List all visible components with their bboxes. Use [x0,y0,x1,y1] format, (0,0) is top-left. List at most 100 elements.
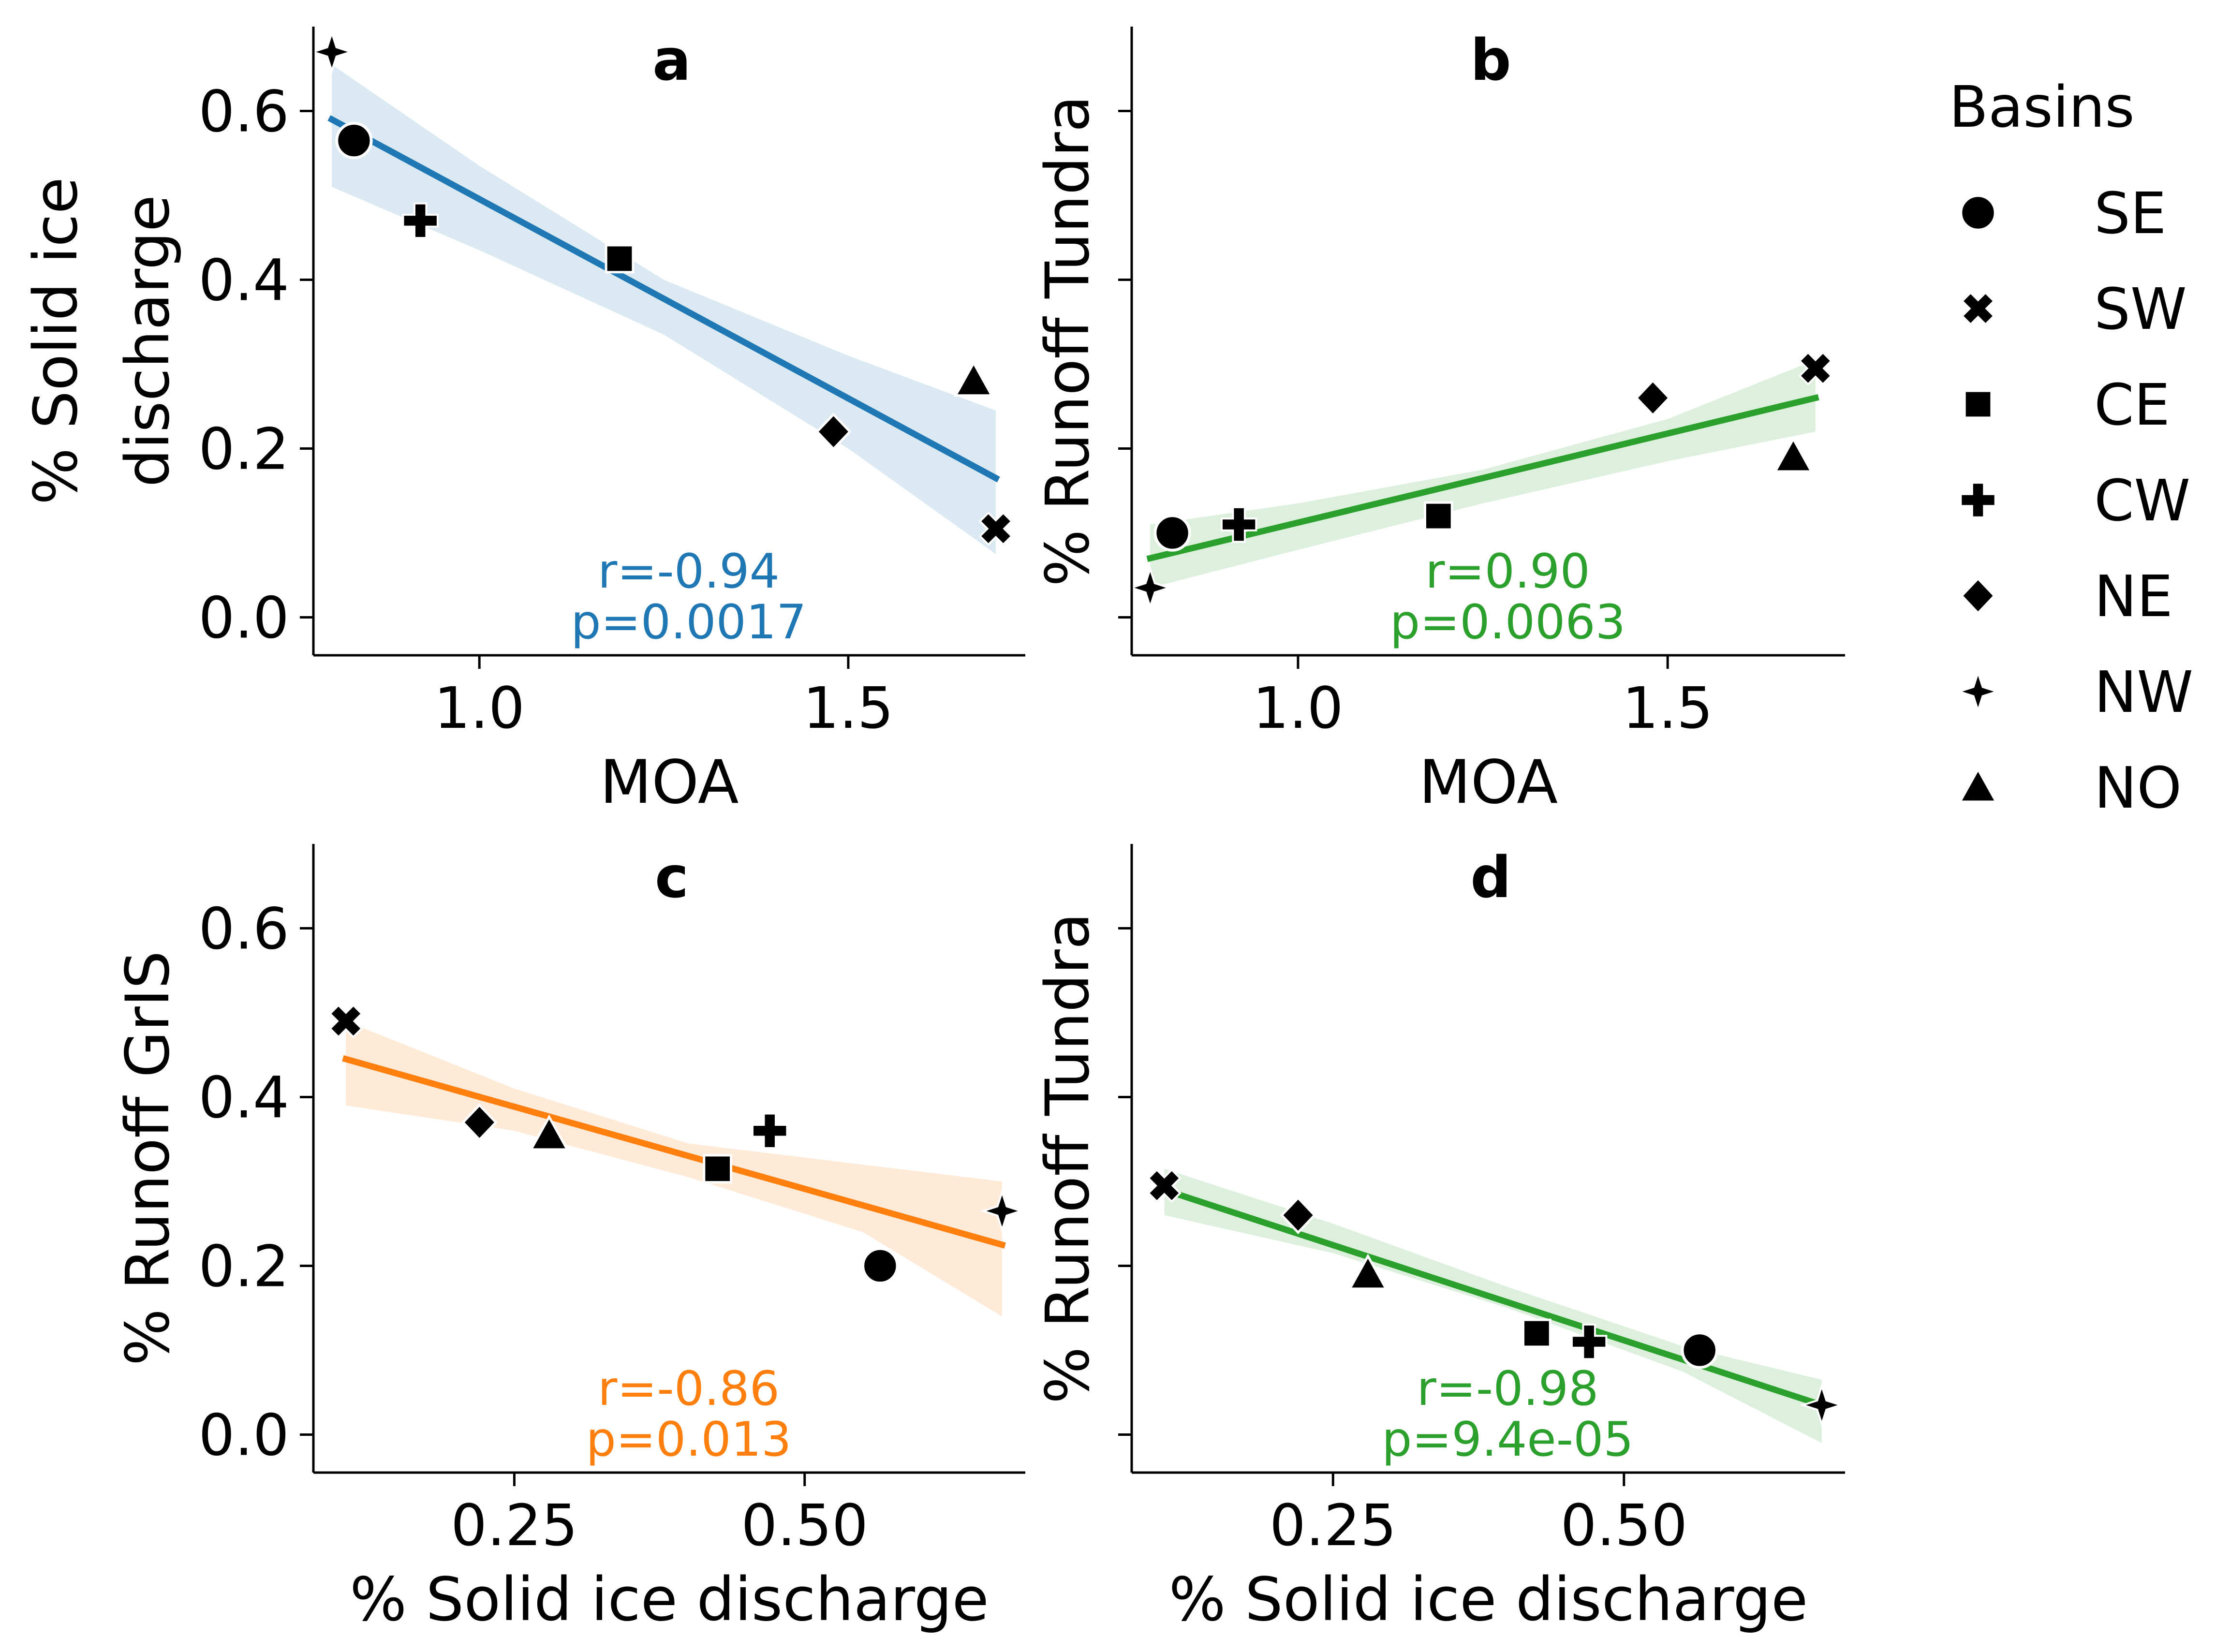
point-d-se [1681,1331,1718,1369]
legend-entry-ne: NE [1960,563,2173,630]
x-axis-label-a: MOA [600,748,739,817]
legend-entry-nw: NW [1956,659,2193,725]
legend: Basins SE SW CE CW NE NW NO [1949,74,2193,821]
point-a-no [953,360,994,397]
point-b-cw [1220,506,1257,543]
confidence-band-a [332,64,996,554]
point-b-se [1153,514,1191,552]
stat-r-a: r=-0.94 [598,544,780,599]
y-tick-label-c: 0.2 [198,1233,289,1299]
y-tick-label-a: 0.6 [198,78,289,145]
point-a-nw [310,30,354,74]
point-a-ce [605,244,635,274]
stat-r-d: r=-0.98 [1417,1361,1599,1416]
x-axis-label-c: % Solid ice discharge [350,1565,989,1635]
point-b-no [1773,436,1814,473]
x-tick-label-b: 1.5 [1622,675,1713,741]
x-axis-label-d: % Solid ice discharge [1169,1565,1808,1635]
legend-label-sw: SW [2094,276,2187,342]
y-tick-label-c: 0.4 [198,1064,289,1131]
legend-marker-ne [1960,576,1996,615]
point-b-ce [1423,501,1453,531]
panels: 1.0 1.5 0.0 0.2 0.4 0.6 MOA % Solid ice discharg… [21,27,1845,1635]
point-a-cw [402,202,439,239]
x-tick-label-d: 0.50 [1560,1492,1687,1559]
panel-label-c: c [655,844,689,911]
point-c-nw [980,1189,1024,1233]
y-tick-label-a: 0.0 [198,584,289,651]
stat-p-a: p=0.0017 [571,595,806,650]
x-tick-label-d: 0.25 [1270,1492,1397,1559]
stat-p-d: p=9.4e-05 [1382,1412,1634,1467]
point-d-sw [1147,1168,1182,1203]
legend-title: Basins [1949,74,2135,140]
legend-entry-cw: CW [1960,467,2190,534]
y-tick-label-c: 0.6 [198,895,289,962]
x-tick-label-c: 0.50 [741,1492,868,1559]
regression-line-c [342,1055,1006,1249]
point-c-cw [752,1112,788,1149]
point-c-ce [703,1154,733,1184]
panel-d: 0.25 0.50% Solid ice discharge % Runoff Tu… [1033,844,1845,1635]
confidence-band-b [1150,360,1816,588]
point-d-ce [1522,1318,1551,1348]
confidence-band-c [346,1021,1002,1317]
panel-label-b: b [1470,27,1511,93]
regression-line-a [327,115,1000,483]
x-tick-label-a: 1.0 [434,675,525,741]
panel-label-a: a [652,27,691,93]
regression-line-d [1160,1186,1826,1409]
panel-label-d: d [1470,844,1511,911]
point-b-sw [1798,351,1833,386]
point-b-nw [1128,565,1172,610]
point-d-no [1347,1254,1389,1290]
confidence-band-d [1164,1168,1822,1443]
legend-marker-no [1958,767,1998,803]
y-tick-label-a: 0.4 [198,247,289,313]
legend-label-cw: CW [2094,467,2190,534]
x-axis-label-b: MOA [1419,748,1558,817]
point-b-ne [1635,379,1671,417]
point-c-sw [328,1003,363,1038]
y-axis-label-c: % Runoff GrIS [113,951,183,1366]
y-tick-label-a: 0.2 [198,415,289,482]
point-a-sw [978,511,1013,546]
point-a-se [335,121,373,160]
panel-c: 0.25 0.50 0.0 0.2 0.4 0.6 % Solid ice discharg… [113,844,1025,1635]
y-axis-label-d: % Runoff Tundra [1033,913,1103,1404]
legend-label-nw: NW [2094,659,2193,725]
legend-entry-ce: CE [1963,371,2170,438]
point-c-ne [461,1103,498,1142]
legend-marker-ce [1963,389,1993,419]
point-c-se [861,1247,899,1285]
y-axis-label-a: % Solid ice [21,177,91,505]
legend-entries: SE SW CE CW NE NW NO [1956,180,2193,821]
legend-entry-sw: SW [1961,276,2187,342]
regression-line-b [1146,394,1819,562]
x-tick-label-b: 1.0 [1253,675,1344,741]
point-d-ne [1280,1196,1316,1235]
legend-entry-se: SE [1959,180,2166,247]
legend-label-se: SE [2094,180,2166,247]
legend-entry-no: NO [1958,754,2182,821]
legend-label-no: NO [2094,754,2182,821]
panel-b: 1.0 1.5 MOA % Runoff Tundra b r=0.90p=0.0063 [1033,27,1845,817]
point-c-no [529,1114,570,1151]
point-d-cw [1570,1323,1608,1360]
y-axis-label-b: % Runoff Tundra [1033,95,1103,587]
stat-p-b: p=0.0063 [1390,595,1625,650]
legend-label-ne: NE [2094,563,2173,630]
y-axis-label-a: discharge [113,195,183,487]
point-d-nw [1800,1383,1844,1428]
x-tick-label-a: 1.5 [803,675,894,741]
y-tick-label-c: 0.0 [198,1401,289,1468]
legend-marker-cw [1960,482,1996,518]
stat-r-b: r=0.90 [1425,544,1590,599]
stat-r-c: r=-0.86 [598,1361,780,1416]
legend-marker-se [1959,194,1997,232]
legend-label-ce: CE [2094,371,2170,438]
point-a-ne [815,413,852,451]
stat-p-c: p=0.013 [586,1412,792,1467]
x-tick-label-c: 0.25 [451,1492,578,1559]
